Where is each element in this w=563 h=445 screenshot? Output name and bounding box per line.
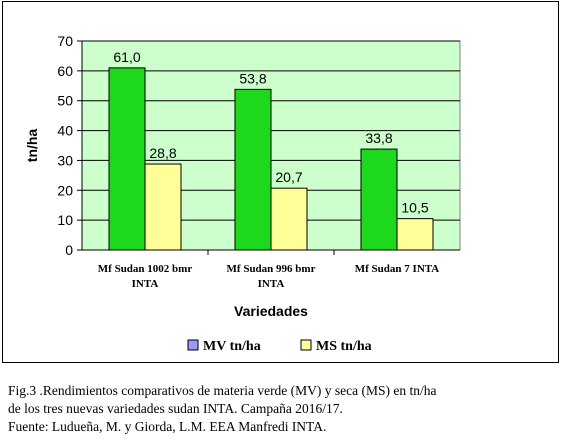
y-tick-label: 0 (65, 242, 73, 258)
bar-ms-0 (144, 163, 182, 251)
data-label: 61,0 (113, 49, 140, 65)
bar-chart: 0 10 20 30 40 50 60 70 61,0 28,8 53,8 20,7 33,8 10,5… (24, 33, 461, 354)
y-tick-label: 70 (57, 33, 73, 49)
y-tick-label: 50 (57, 93, 73, 109)
legend-swatch-ms (300, 339, 312, 351)
y-tick-label: 30 (57, 152, 73, 168)
caption-line-1: Fig.3 .Rendimientos comparativos de mate… (8, 383, 437, 398)
y-tick-label: 40 (57, 123, 73, 139)
data-label: 33,8 (365, 130, 392, 146)
y-axis-title: tn/ha (24, 129, 40, 163)
bar-mv-0 (108, 67, 146, 251)
data-label: 20,7 (275, 169, 302, 185)
y-tick-label: 20 (57, 182, 73, 198)
legend-swatch-mv (187, 339, 199, 351)
y-tick-label: 60 (57, 63, 73, 79)
y-tick-label: 10 (57, 212, 73, 228)
legend: MV tn/ha MS tn/ha (187, 339, 372, 354)
data-label: 53,8 (239, 70, 266, 86)
caption-line-3: Fuente: Ludueña, M. y Giorda, L.M. EEA M… (8, 419, 327, 434)
bar-mv-2 (360, 148, 398, 251)
category-label: Mf Sudan 1002 bmr (98, 263, 193, 275)
figure-caption: Fig.3 .Rendimientos comparativos de mate… (8, 382, 558, 436)
category-label: INTA (258, 278, 285, 290)
caption-line-2: de los tres nuevas variedades sudan INTA… (8, 401, 343, 416)
category-label: INTA (132, 278, 159, 290)
x-axis-title: Variedades (234, 303, 308, 319)
bar-ms-1 (270, 187, 308, 251)
bar-ms-2 (396, 218, 434, 251)
bar-mv-1 (234, 88, 272, 251)
data-label: 10,5 (401, 200, 428, 216)
legend-label-mv: MV tn/ha (203, 339, 261, 354)
x-axis-categories: Mf Sudan 1002 bmr INTA Mf Sudan 996 bmr INT… (98, 250, 439, 290)
category-label: Mf Sudan 996 bmr (227, 263, 316, 275)
bars: 61,0 28,8 53,8 20,7 33,8 10,5 (108, 49, 434, 251)
category-label: Mf Sudan 7 INTA (355, 263, 440, 275)
data-label: 28,8 (149, 145, 176, 161)
legend-label-ms: MS tn/ha (316, 339, 372, 354)
